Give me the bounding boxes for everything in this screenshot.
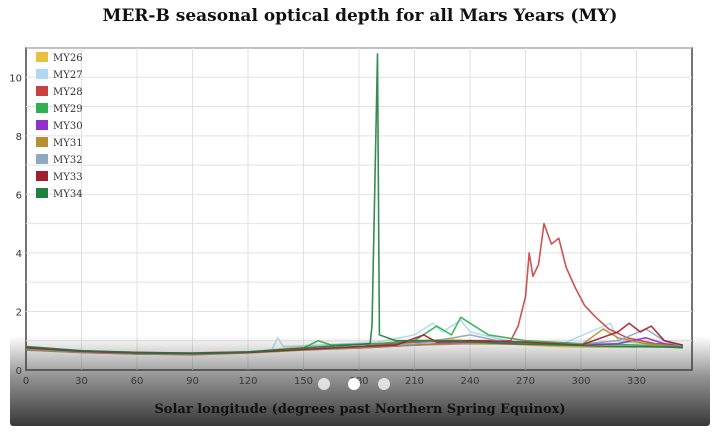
optical-depth-chart: 03060901201501802102402703003300246810MY… (10, 47, 693, 387)
x-tick-label: 240 (460, 376, 479, 387)
chart-frame: 03060901201501802102402703003300246810MY… (10, 40, 710, 426)
legend-label-my31: MY31 (53, 138, 83, 149)
x-tick-label: 60 (131, 376, 144, 387)
x-tick-label: 30 (75, 376, 88, 387)
legend-label-my26: MY26 (53, 53, 83, 64)
carousel-dot-1[interactable] (318, 378, 330, 390)
x-tick-label: 210 (405, 376, 424, 387)
x-tick-label: 90 (186, 376, 199, 387)
legend-label-my34: MY34 (53, 189, 83, 200)
x-axis-label: Solar longitude (degrees past Northern S… (154, 402, 566, 417)
legend-swatch-my34 (36, 188, 48, 198)
x-tick-label: 0 (23, 376, 29, 387)
carousel-dots[interactable] (318, 378, 390, 390)
legend-swatch-my28 (36, 86, 48, 96)
legend-swatch-my29 (36, 103, 48, 113)
legend-label-my30: MY30 (53, 121, 83, 132)
y-tick-label: 4 (16, 249, 22, 260)
x-tick-label: 330 (627, 376, 646, 387)
legend-label-my32: MY32 (53, 155, 83, 166)
y-tick-label: 8 (16, 132, 22, 143)
legend-swatch-my33 (36, 171, 48, 181)
carousel-dot-2[interactable] (348, 378, 360, 390)
legend-label-my29: MY29 (53, 104, 83, 115)
y-tick-label: 10 (10, 73, 22, 84)
legend-swatch-my30 (36, 120, 48, 130)
x-tick-label: 150 (294, 376, 313, 387)
legend-swatch-my31 (36, 137, 48, 147)
legend-label-my28: MY28 (53, 87, 83, 98)
legend-swatch-my26 (36, 52, 48, 62)
legend-swatch-my27 (36, 69, 48, 79)
legend-label-my33: MY33 (53, 172, 83, 183)
y-tick-label: 6 (16, 190, 22, 201)
y-tick-label: 0 (16, 366, 22, 377)
x-tick-label: 300 (571, 376, 590, 387)
x-tick-label: 120 (238, 376, 257, 387)
chart-title: MER-B seasonal optical depth for all Mar… (102, 6, 618, 26)
carousel-dot-3[interactable] (378, 378, 390, 390)
legend-swatch-my32 (36, 154, 48, 164)
x-tick-label: 270 (516, 376, 535, 387)
y-tick-label: 2 (16, 307, 22, 318)
legend-label-my27: MY27 (53, 70, 83, 81)
